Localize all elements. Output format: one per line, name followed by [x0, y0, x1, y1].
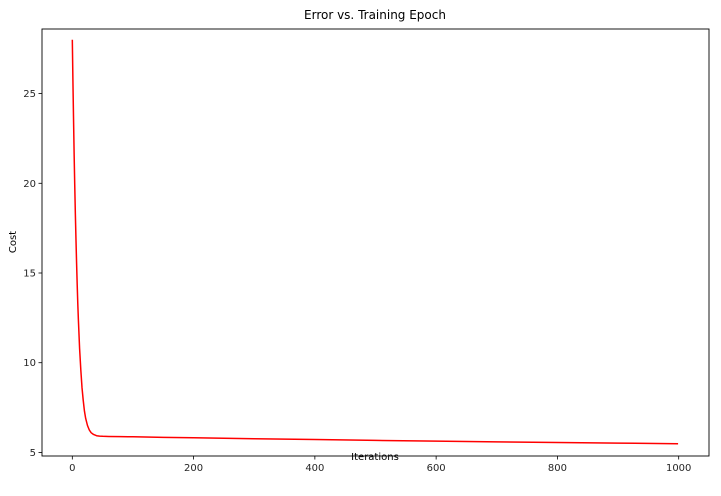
y-tick-label: 10 — [23, 358, 36, 369]
x-tick-label: 800 — [548, 463, 567, 474]
chart-title: Error vs. Training Epoch — [304, 8, 446, 22]
plot-area — [71, 39, 679, 445]
x-tick-label: 400 — [305, 463, 324, 474]
y-tick-label: 15 — [23, 269, 36, 280]
x-axis-label: Iterations — [351, 452, 399, 463]
y-axis-label: Cost — [8, 231, 19, 253]
x-tick-label: 0 — [69, 463, 75, 474]
y-tick-label: 5 — [30, 448, 36, 459]
plot-frame — [41, 28, 710, 457]
x-tick-label: 200 — [184, 463, 203, 474]
series-line-0 — [71, 39, 679, 445]
x-axis: 0 200 400 600 800 1000 — [69, 456, 691, 474]
y-tick-label: 20 — [23, 179, 36, 190]
x-tick-label: 1000 — [666, 463, 691, 474]
y-axis: 5 10 15 20 25 — [23, 89, 42, 459]
y-tick-label: 25 — [23, 89, 36, 100]
x-tick-label: 600 — [427, 463, 446, 474]
